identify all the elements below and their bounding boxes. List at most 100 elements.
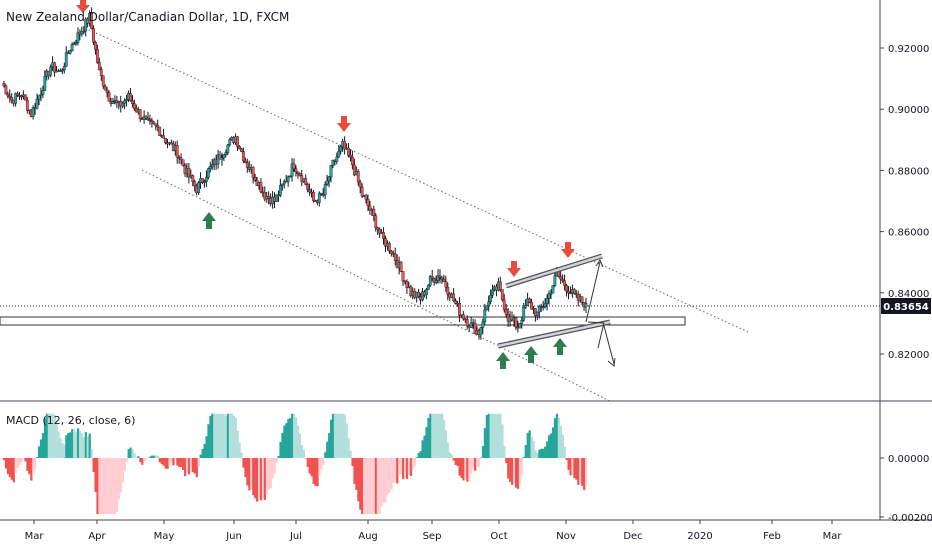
macd-bar (376, 458, 379, 515)
projection-up-line[interactable] (585, 261, 601, 323)
candle (97, 57, 101, 71)
macd-bar (308, 458, 311, 474)
macd-bar (522, 456, 525, 458)
macd-bar (337, 413, 341, 458)
macd-bar (51, 413, 54, 458)
candle (514, 317, 518, 331)
macd-bar (261, 458, 265, 499)
candle (317, 191, 321, 207)
macd-bar (367, 458, 370, 515)
candle (417, 288, 420, 299)
macd-bar (318, 458, 321, 476)
candle (228, 137, 232, 147)
time-tick-label: Mar (25, 531, 45, 542)
candle (193, 179, 197, 192)
macd-bar (382, 458, 385, 503)
macd-bar (351, 458, 354, 467)
candle (150, 117, 154, 128)
candle (319, 192, 323, 196)
macd-bar (248, 458, 251, 491)
macd-bar (39, 439, 43, 458)
macd-bar (203, 444, 206, 458)
candle (356, 169, 360, 186)
candle (489, 289, 493, 305)
macd-bar (442, 419, 446, 458)
candle (298, 172, 302, 177)
macd-bar (271, 458, 274, 479)
upper-trendline[interactable] (84, 27, 749, 333)
candle (288, 175, 292, 178)
macd-bar (551, 427, 555, 458)
candle (210, 158, 214, 171)
macd-bar (405, 458, 409, 479)
candle (74, 39, 78, 46)
candle (4, 84, 8, 95)
macd-bar (73, 429, 76, 458)
projection-down-line-2[interactable] (603, 325, 615, 365)
last-price-label: 0.83654 (883, 302, 929, 313)
macd-bar (365, 458, 368, 515)
macd-indicator-label[interactable]: MACD (12, 26, close, 6) (6, 414, 136, 427)
lower-trendline[interactable] (141, 169, 613, 403)
macd-bar (20, 458, 23, 463)
candle (502, 294, 506, 313)
macd-bar (129, 447, 132, 458)
macd-bar (302, 449, 306, 458)
macd-bar (553, 418, 557, 458)
candle (64, 46, 68, 67)
candle (424, 287, 428, 300)
macd-bar (65, 435, 68, 458)
macd-bar (439, 413, 442, 458)
macd-bar (495, 413, 498, 458)
macd-bar (520, 458, 524, 475)
macd-bar (12, 458, 15, 483)
candle (325, 174, 329, 186)
macd-bar (316, 458, 319, 487)
candle (483, 303, 487, 325)
candle (364, 193, 368, 204)
arrow-down-icon (507, 261, 521, 277)
macd-bar (561, 434, 564, 458)
macd-bar (289, 418, 292, 458)
macd-bar (555, 413, 559, 458)
candle (312, 190, 315, 203)
support-zone[interactable] (0, 316, 686, 326)
macd-bar (201, 449, 204, 458)
candle (99, 66, 103, 81)
candle (444, 275, 448, 292)
macd-bar (195, 458, 198, 478)
time-axis[interactable]: Mar Apr May Jun Jul Aug Sep Oct Nov Dec 2020 Feb Mar (25, 520, 843, 542)
macd-bar (419, 451, 422, 458)
macd-bar (283, 425, 286, 458)
candle (454, 298, 457, 305)
projection-down-line-1[interactable] (587, 321, 605, 349)
candle (549, 289, 553, 300)
macd-bar (209, 415, 212, 458)
macd-bar (265, 458, 269, 495)
candle (208, 161, 212, 173)
macd-bar (236, 430, 239, 458)
macd-bar (501, 424, 504, 458)
candle (72, 41, 76, 46)
macd-axis[interactable]: 0.00000 -0.00200 (880, 454, 932, 524)
candle (10, 93, 14, 104)
candle (286, 175, 290, 187)
macd-bar (312, 458, 315, 484)
macd-bar (540, 448, 543, 458)
macd-bar (538, 449, 541, 458)
candle (469, 316, 473, 328)
price-axis[interactable]: 0.92000 0.90000 0.88000 0.86000 0.84000 0.820… (880, 44, 929, 361)
macd-bar (78, 430, 82, 458)
candle (384, 235, 387, 252)
macd-bar (425, 427, 428, 458)
candle (387, 241, 391, 255)
candle (327, 175, 331, 188)
macd-bar (326, 441, 329, 458)
macd-bar (160, 458, 163, 465)
macd-bar (559, 425, 562, 458)
candle (216, 149, 220, 169)
macd-bar (390, 458, 393, 490)
macd-bar (269, 458, 272, 489)
macd-bar (343, 414, 346, 458)
